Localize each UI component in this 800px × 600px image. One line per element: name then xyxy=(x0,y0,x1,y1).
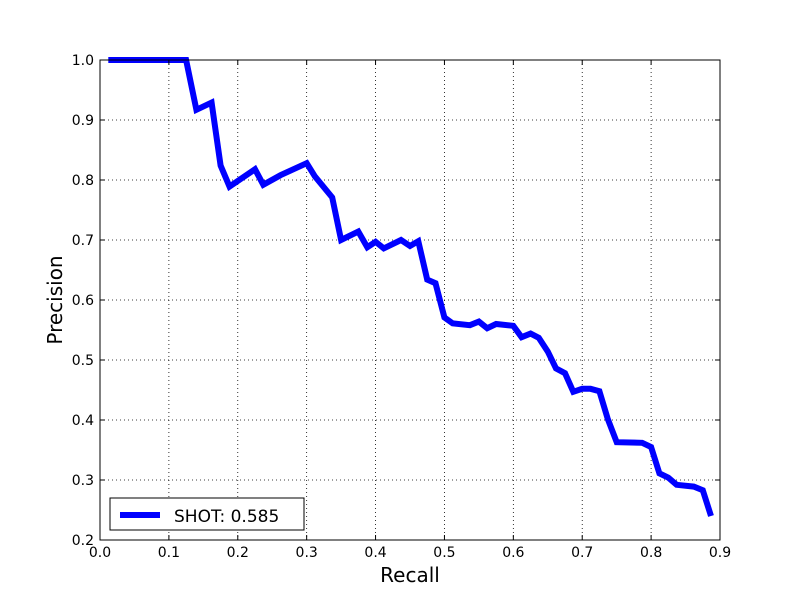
grid xyxy=(100,60,720,540)
data-point xyxy=(366,246,369,249)
x-tick-label: 0.7 xyxy=(571,545,593,561)
data-point xyxy=(477,320,480,323)
legend: SHOT: 0.585 xyxy=(109,497,305,531)
x-axis-label: Recall xyxy=(380,563,440,587)
x-tick-label: 0.6 xyxy=(502,545,524,561)
y-tick-label: 0.4 xyxy=(72,413,94,429)
data-point xyxy=(598,390,601,393)
y-axis-label: Precision xyxy=(43,255,67,344)
data-point xyxy=(537,336,540,339)
y-tick-label: 0.8 xyxy=(72,173,94,189)
data-point xyxy=(710,515,713,518)
data-point xyxy=(486,327,489,330)
data-point xyxy=(615,441,618,444)
y-tick-label: 1.0 xyxy=(72,53,94,69)
data-point xyxy=(313,175,316,178)
data-point xyxy=(382,247,385,250)
x-tick-label: 0.9 xyxy=(709,545,731,561)
data-point xyxy=(581,387,584,390)
data-point xyxy=(443,316,446,319)
data-point xyxy=(254,168,257,171)
y-tick-label: 0.3 xyxy=(72,473,94,489)
data-point xyxy=(589,387,592,390)
data-point xyxy=(451,322,454,325)
x-tick-label: 0.1 xyxy=(158,545,180,561)
data-point xyxy=(279,174,282,177)
x-tick-label: 0.0 xyxy=(89,545,111,561)
data-point xyxy=(434,282,437,285)
data-point xyxy=(650,446,653,449)
data-point xyxy=(512,324,515,327)
data-point xyxy=(495,323,498,326)
data-point xyxy=(546,350,549,353)
data-point xyxy=(658,472,661,475)
data-point xyxy=(195,108,198,111)
data-point xyxy=(340,239,343,242)
series-line xyxy=(108,57,714,517)
data-point xyxy=(701,489,704,492)
y-tick-label: 0.5 xyxy=(72,353,94,369)
data-point xyxy=(374,240,377,243)
x-tick-label: 0.8 xyxy=(640,545,662,561)
data-point xyxy=(667,476,670,479)
data-point xyxy=(228,185,231,188)
y-tick-label: 0.6 xyxy=(72,293,94,309)
data-point xyxy=(305,162,308,165)
data-point xyxy=(357,230,360,233)
y-tick-label: 0.2 xyxy=(72,533,94,549)
data-point xyxy=(692,485,695,488)
data-point xyxy=(606,417,609,420)
data-point xyxy=(564,372,567,375)
series-layer xyxy=(108,57,714,518)
y-tick-label: 0.7 xyxy=(72,233,94,249)
data-point xyxy=(572,390,575,393)
data-point xyxy=(210,101,213,104)
data-point xyxy=(262,183,265,186)
data-point xyxy=(219,164,222,167)
y-tick-label: 0.9 xyxy=(72,113,94,129)
data-point xyxy=(555,367,558,370)
x-tick-label: 0.5 xyxy=(433,545,455,561)
data-point xyxy=(520,336,523,339)
ticks: 0.0 0.1 0.2 0.3 0.4 0.5 0.6 0.7 0.8 0.9 0.2 0.3 0.4 0… xyxy=(72,53,731,561)
data-point xyxy=(426,278,429,281)
x-tick-label: 0.3 xyxy=(296,545,318,561)
data-point xyxy=(529,332,532,335)
data-point xyxy=(417,240,420,243)
data-point xyxy=(641,441,644,444)
data-point xyxy=(468,324,471,327)
x-tick-label: 0.2 xyxy=(227,545,249,561)
data-point xyxy=(675,483,678,486)
data-point xyxy=(331,196,334,199)
data-point xyxy=(400,239,403,242)
data-point xyxy=(409,245,412,248)
x-tick-label: 0.4 xyxy=(364,545,386,561)
legend-entry: SHOT: 0.585 xyxy=(174,507,279,527)
